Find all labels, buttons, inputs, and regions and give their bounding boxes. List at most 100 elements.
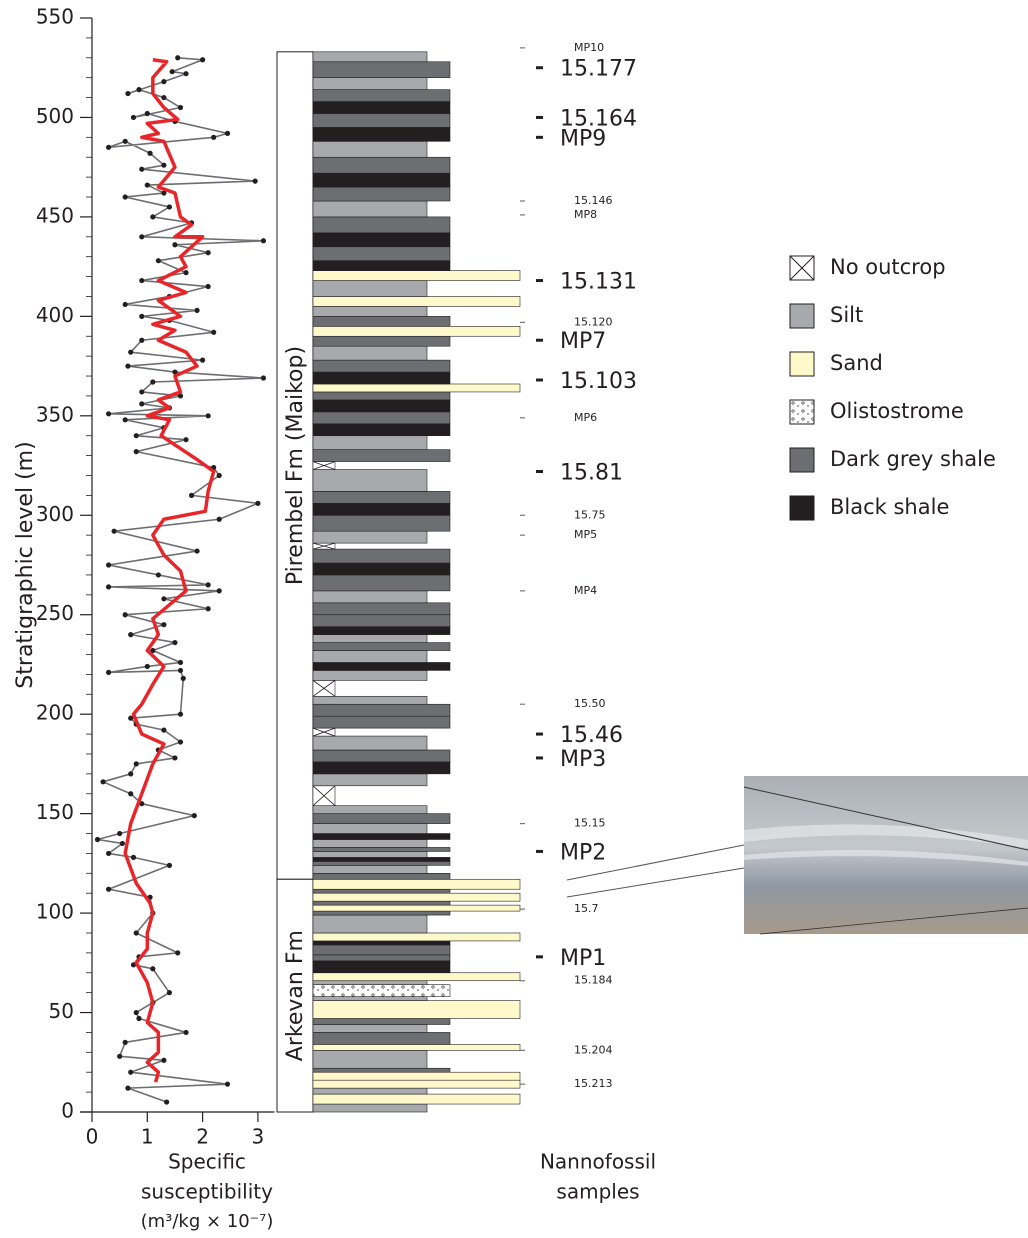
bed xyxy=(312,642,451,651)
y-tick-label: 200 xyxy=(36,701,74,725)
data-point xyxy=(180,675,186,681)
bed xyxy=(312,491,451,504)
sample-label: 15.120 xyxy=(574,315,613,328)
legend-swatch xyxy=(789,447,815,473)
sample-label: MP10 xyxy=(574,41,604,54)
data-point xyxy=(136,87,142,93)
sample-label: MP8 xyxy=(574,208,597,221)
x-axis-label: (m³/kg × 10⁻⁷) xyxy=(141,1211,274,1232)
data-point xyxy=(164,1099,170,1105)
data-point xyxy=(205,250,211,256)
bed xyxy=(312,61,451,78)
bed xyxy=(312,216,451,234)
bed xyxy=(312,562,451,576)
data-point xyxy=(172,242,178,248)
data-point xyxy=(177,393,184,399)
bed xyxy=(312,892,521,902)
sample-label: 15.204 xyxy=(574,1043,613,1056)
sample-label: 15.81 xyxy=(560,461,623,486)
data-point xyxy=(177,667,184,674)
data-point xyxy=(161,162,167,168)
column-label: samples xyxy=(556,1180,639,1204)
data-point xyxy=(133,761,139,767)
data-point xyxy=(224,1081,231,1087)
y-tick-label: 50 xyxy=(49,999,74,1023)
bed xyxy=(312,634,428,643)
bed xyxy=(312,449,451,462)
data-point xyxy=(105,144,112,150)
data-point xyxy=(183,437,189,443)
bed xyxy=(312,878,521,890)
data-point xyxy=(130,854,137,860)
bed xyxy=(312,839,428,848)
data-point xyxy=(161,79,167,85)
data-point xyxy=(94,836,101,843)
legend-label: Sand xyxy=(830,351,883,375)
sample-label: MP9 xyxy=(560,126,606,151)
data-point xyxy=(260,238,267,244)
data-point xyxy=(147,150,153,156)
bed xyxy=(312,650,428,663)
bed xyxy=(312,590,428,604)
bed xyxy=(312,857,451,862)
bed xyxy=(312,141,428,158)
data-point xyxy=(150,379,156,385)
data-point xyxy=(175,55,181,61)
data-point xyxy=(205,413,211,419)
data-point xyxy=(117,830,123,837)
data-point xyxy=(105,411,112,417)
bed xyxy=(312,359,451,373)
x-tick-label: 2 xyxy=(196,1125,209,1149)
sample-label: MP4 xyxy=(574,584,597,597)
sample-label: MP2 xyxy=(560,840,606,865)
data-point xyxy=(161,190,167,196)
data-point xyxy=(161,596,167,602)
sample-label: 15.7 xyxy=(574,902,599,915)
outcrop-photo xyxy=(566,776,1028,935)
data-point xyxy=(205,283,211,290)
data-point xyxy=(172,369,178,375)
data-point xyxy=(205,582,211,588)
bed xyxy=(312,345,428,361)
data-point xyxy=(139,801,145,807)
data-point xyxy=(169,69,175,75)
data-point xyxy=(216,472,222,479)
data-point xyxy=(183,1029,189,1036)
data-point xyxy=(128,771,134,777)
data-point xyxy=(183,270,189,276)
smoothed-line xyxy=(123,58,216,1083)
data-point xyxy=(122,1039,128,1045)
column-label: Nannofossil xyxy=(540,1150,656,1174)
bed xyxy=(312,773,428,787)
formation xyxy=(276,51,314,880)
data-point xyxy=(139,166,145,172)
bed xyxy=(312,200,428,218)
y-tick-label: 400 xyxy=(36,303,74,327)
bed xyxy=(312,670,428,681)
data-point xyxy=(122,138,128,144)
bed xyxy=(312,469,428,492)
y-tick-label: 300 xyxy=(36,502,74,526)
bed xyxy=(312,399,451,413)
bed xyxy=(312,980,428,985)
bed xyxy=(312,662,451,671)
sample-label: 15.46 xyxy=(560,723,623,748)
data-point xyxy=(128,349,134,355)
y-tick-label: 350 xyxy=(36,402,74,426)
y-tick-label: 150 xyxy=(36,800,74,824)
data-point xyxy=(133,1009,139,1016)
legend-swatch xyxy=(789,495,815,521)
data-point xyxy=(175,950,181,956)
formation-label: Arkevan Fm xyxy=(283,930,308,1061)
bed xyxy=(312,749,451,763)
y-tick-label: 450 xyxy=(36,203,74,227)
data-point xyxy=(155,258,161,264)
data-point xyxy=(122,612,128,618)
bed xyxy=(312,626,451,635)
bed xyxy=(312,127,451,142)
bed xyxy=(312,695,428,705)
bed xyxy=(312,1071,521,1081)
bed xyxy=(312,735,428,751)
data-point xyxy=(122,301,128,308)
bed xyxy=(312,296,521,307)
